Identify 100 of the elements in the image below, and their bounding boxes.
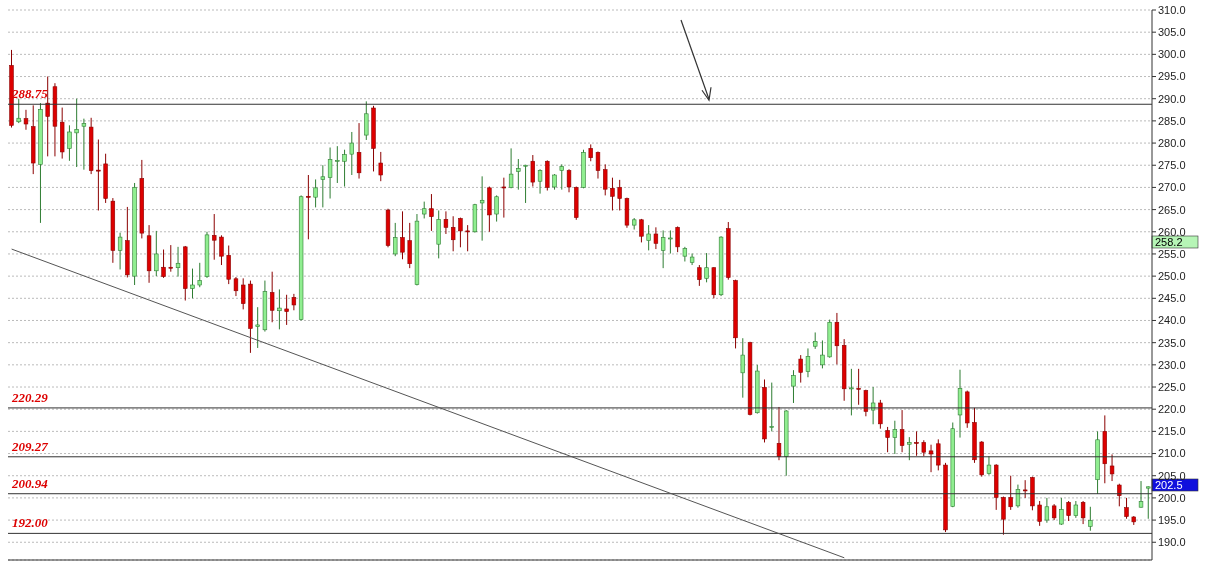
y-tick-label: 265.0 [1158, 203, 1186, 216]
candlestick [878, 399, 883, 430]
candlestick [849, 368, 854, 416]
candlestick [697, 264, 702, 287]
candlestick [277, 288, 282, 330]
y-tick-label: 305.0 [1158, 26, 1186, 39]
y-tick-label: 245.0 [1158, 292, 1186, 305]
candlestick [313, 178, 318, 208]
candlestick [820, 339, 825, 369]
candlestick [226, 245, 231, 285]
candlestick [451, 215, 456, 252]
candlestick [928, 444, 934, 473]
y-tick-label: 220.0 [1158, 403, 1186, 416]
candlestick [791, 369, 796, 404]
candlestick [16, 98, 21, 124]
candlestick [1080, 500, 1086, 525]
candlestick [914, 430, 919, 457]
candlestick [458, 217, 463, 248]
candlestick [501, 177, 507, 219]
candlestick [1008, 475, 1013, 511]
candlestick [595, 150, 601, 180]
candlestick [67, 124, 72, 162]
y-tick-label: 300.0 [1158, 48, 1186, 61]
candlestick [465, 224, 470, 252]
candlestick [530, 154, 535, 188]
candlestick [327, 147, 333, 200]
candlestick [342, 149, 347, 188]
candlestick [494, 194, 499, 223]
candlestick [190, 268, 195, 299]
candlestick [885, 426, 890, 453]
candlestick [400, 210, 405, 260]
candlestick [393, 222, 398, 257]
candlestick [96, 139, 101, 211]
candlestick [566, 168, 572, 193]
candlestick [740, 337, 745, 399]
candlestick [443, 210, 449, 235]
ref-line-label: 200.94 [11, 475, 49, 491]
candlestick [769, 382, 774, 432]
candlestick [899, 409, 905, 453]
candlestick [219, 234, 224, 266]
y-tick-label: 230.0 [1158, 358, 1186, 371]
candlestick [704, 252, 709, 283]
candlestick [617, 179, 622, 211]
candlestick [646, 224, 651, 251]
candlestick [1044, 497, 1050, 524]
candlestick [834, 312, 840, 365]
candlestick [516, 158, 521, 191]
candlestick [212, 213, 217, 261]
y-tick-label: 285.0 [1158, 114, 1186, 127]
candlestick [610, 177, 615, 211]
text: 258.2 [1155, 236, 1183, 248]
y-tick-label: 225.0 [1158, 380, 1186, 393]
candlestick [1109, 453, 1115, 482]
candlestick [197, 262, 202, 288]
y-tick-label: 195.0 [1158, 513, 1186, 526]
candlestick [1066, 500, 1071, 522]
y-tick-label: 190.0 [1158, 536, 1186, 549]
y-tick-label: 310.0 [1158, 3, 1186, 16]
candlestick [892, 420, 898, 455]
y-tick-label: 260.0 [1158, 225, 1186, 238]
y-tick-label: 215.0 [1158, 425, 1186, 438]
candlestick [378, 151, 383, 182]
candlestick [168, 244, 173, 273]
candlestick [523, 164, 528, 204]
candlestick [776, 406, 782, 461]
candlestick [407, 222, 412, 269]
y-tick-label: 255.0 [1158, 247, 1186, 260]
candlestick [74, 98, 79, 168]
y-tick-label: 295.0 [1158, 70, 1186, 83]
candlestick [1001, 496, 1006, 536]
candlestick [1059, 497, 1064, 526]
candlestick [508, 147, 514, 189]
candlestick [175, 246, 181, 278]
candlestick [660, 229, 666, 269]
ref-line-label: 220.29 [11, 389, 49, 405]
y-tick-label: 250.0 [1158, 270, 1186, 283]
candlestick [255, 306, 260, 349]
candlestick [241, 277, 246, 310]
candlestick [537, 168, 543, 195]
candlestick [429, 193, 434, 232]
candlestick [653, 226, 659, 250]
candlestick [856, 368, 861, 406]
candlestick [154, 230, 159, 277]
y-tick-label: 275.0 [1158, 159, 1186, 172]
candlestick [284, 294, 289, 326]
y-tick-label: 235.0 [1158, 336, 1186, 349]
y-tick-label: 200.0 [1158, 491, 1186, 504]
candlestick [668, 229, 673, 255]
candlestick [986, 455, 992, 476]
candlestick [559, 163, 564, 191]
candlestick [364, 100, 369, 141]
candlestick [349, 131, 354, 176]
text: 202.5 [1155, 479, 1183, 491]
y-tick-label: 240.0 [1158, 314, 1186, 327]
candlestick [1138, 480, 1144, 509]
candlestick [161, 249, 166, 279]
y-tick-label: 290.0 [1158, 92, 1186, 105]
candlestick [233, 276, 239, 297]
candlestick [479, 175, 485, 242]
candlestick [81, 118, 87, 171]
